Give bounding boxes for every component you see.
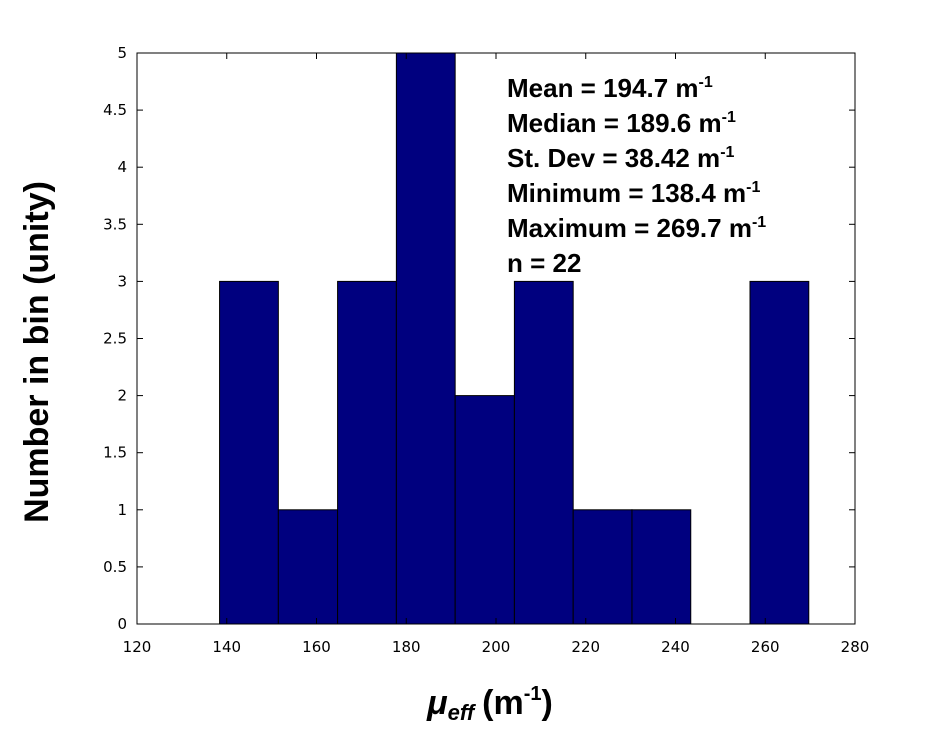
x-axis-unit: (m [482,684,524,722]
stats-line: Mean = 194.7 m-1 [507,73,713,103]
x-axis-subscript: eff [448,700,477,725]
stats-line: Minimum = 138.4 m-1 [507,178,760,208]
histogram-bar [572,509,633,625]
histogram-bar [513,280,574,625]
axis-ticks: 120 140 160 180 200 220 240 260 280 0 0.5 1 1.5 2 2.5 3… [103,44,869,656]
histogram-bar [219,280,279,625]
y-tick-label: 3 [117,272,127,290]
x-tick-label: 160 [302,638,331,656]
x-tick-label: 140 [212,638,241,656]
x-tick-label: 240 [661,638,690,656]
stats-line: Median = 189.6 m-1 [507,108,736,138]
y-tick-label: 0.5 [103,558,127,576]
stats-line: St. Dev = 38.42 m-1 [507,143,735,173]
x-tick-label: 200 [482,638,511,656]
y-tick-label: 2 [117,387,127,405]
stats-annotations: Mean = 194.7 m-1 Median = 189.6 m-1 St. De… [507,73,766,278]
histogram-bar [454,395,515,625]
histogram-bar [277,509,339,625]
y-axis-label: Number in bin (unity) [18,181,56,523]
x-tick-label: 180 [392,638,421,656]
y-tick-label: 4.5 [103,101,127,119]
y-tick-label: 0 [117,615,127,633]
x-axis-unit-close: ) [542,684,553,722]
bars-group [219,52,810,625]
stats-line: Maximum = 269.7 m-1 [507,213,766,243]
x-tick-label: 220 [571,638,600,656]
x-tick-label: 260 [751,638,780,656]
y-tick-label: 3.5 [103,215,127,233]
x-tick-label: 120 [123,638,152,656]
y-tick-label: 5 [117,44,127,62]
x-axis-label: μeff (m-1) [426,683,553,725]
y-tick-label: 1.5 [103,444,127,462]
stats-line: n = 22 [507,248,581,278]
y-tick-label: 2.5 [103,330,127,348]
y-tick-label: 1 [117,501,127,519]
histogram-bar [631,509,692,625]
y-tick-label: 4 [117,158,127,176]
histogram-bar [395,52,456,625]
histogram-bar [337,280,397,625]
histogram-bar [749,280,810,625]
x-tick-label: 280 [841,638,870,656]
x-axis-unit-sup: -1 [524,683,542,705]
x-axis-symbol: μ [426,684,448,722]
